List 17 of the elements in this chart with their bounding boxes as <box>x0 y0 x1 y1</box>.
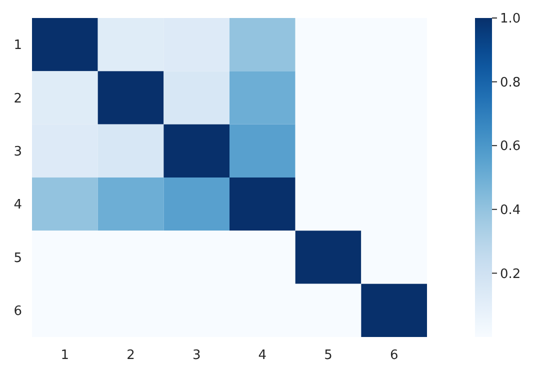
color-bar-label: 0.2 <box>500 266 521 282</box>
color-bar-label: 0.8 <box>500 75 521 90</box>
y-tick-label: 2 <box>14 91 22 106</box>
x-tick-label: 2 <box>126 348 135 363</box>
x-tick-label: 5 <box>324 348 332 363</box>
x-tick-label: 1 <box>60 348 70 363</box>
y-tick-label: 1 <box>14 38 22 54</box>
y-tick-label: 4 <box>14 198 22 213</box>
x-tick-label: 4 <box>258 348 267 363</box>
color-bar-label: 0.6 <box>500 139 521 154</box>
x-tick-label: 6 <box>390 348 398 363</box>
color-bar-label: 0.4 <box>500 202 521 218</box>
y-tick-label: 3 <box>14 144 22 160</box>
x-tick-label: 3 <box>192 348 201 363</box>
y-tick-label: 5 <box>14 250 22 266</box>
y-tick-label: 6 <box>14 304 22 319</box>
color-bar-label: 1.0 <box>500 12 521 27</box>
